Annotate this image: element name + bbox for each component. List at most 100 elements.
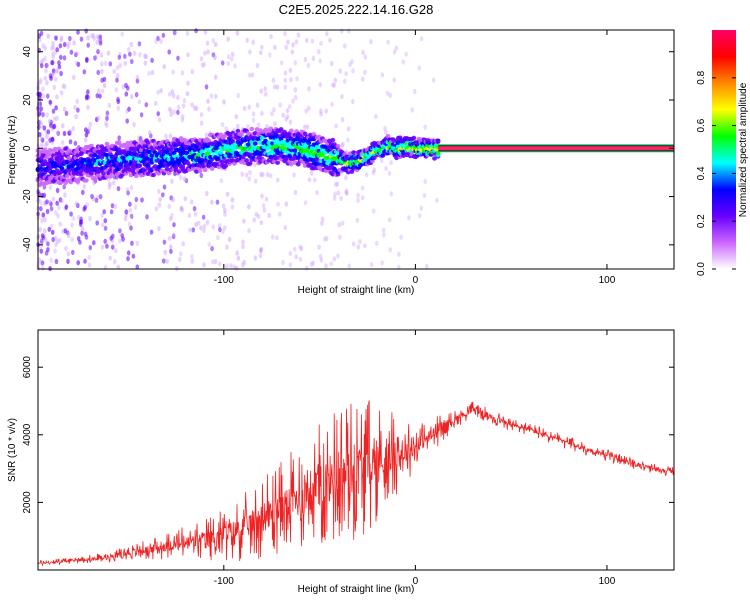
spectrogram-noise-cell — [312, 177, 317, 183]
spectrogram-noise-cell — [173, 29, 178, 36]
spectrogram-noise-cell — [135, 240, 140, 246]
spectrogram-noise-cell — [226, 36, 230, 42]
spectrogram-noise-cell — [44, 62, 49, 69]
spectrogram-noise-cell — [40, 265, 45, 271]
spectrogram-noise-cell — [320, 220, 324, 226]
spectrogram-ridge-cell — [395, 144, 401, 149]
y-tick-label: 40 — [22, 46, 33, 58]
y-tick-label: -40 — [22, 237, 33, 252]
spectrogram-noise-cell — [307, 86, 311, 92]
spectrogram-noise-cell — [42, 125, 47, 131]
spectrogram-noise-cell — [341, 141, 345, 147]
spectrogram-noise-cell — [181, 103, 186, 109]
spectrogram-noise-cell — [103, 60, 108, 66]
spectrogram-noise-cell — [346, 126, 351, 132]
spectrogram-noise-cell — [340, 142, 345, 149]
spectrogram-noise-cell — [140, 197, 144, 203]
spectrogram-noise-cell — [338, 234, 342, 240]
spectrogram-noise-cell — [51, 51, 55, 57]
spectrogram-noise-cell — [109, 209, 114, 215]
spectrogram-ridge-cell — [166, 170, 172, 176]
spectrogram-noise-cell — [202, 61, 207, 67]
spectrogram-noise-cell — [319, 257, 324, 263]
spectrogram-noise-cell — [39, 243, 43, 249]
spectrogram-noise-cell — [156, 89, 160, 95]
spectrogram-noise-cell — [226, 54, 231, 60]
spectrogram-noise-cell — [187, 212, 192, 218]
spectrogram-noise-cell — [273, 44, 277, 51]
spectrogram-ridge-cell — [77, 176, 82, 182]
spectrogram-noise-cell — [217, 261, 222, 267]
spectrogram-noise-cell — [425, 263, 429, 269]
spectrogram-noise-cell — [107, 184, 112, 190]
spectrogram-noise-cell — [419, 36, 424, 42]
spectrogram-noise-cell — [273, 121, 277, 127]
spectrogram-noise-cell — [360, 76, 365, 82]
spectrogram-noise-cell — [50, 45, 54, 51]
spectrogram-noise-cell — [172, 29, 177, 36]
spectrogram-noise-cell — [157, 188, 161, 194]
spectrogram-noise-cell — [59, 198, 64, 204]
snr-x-ticks: -100 0 100 — [214, 330, 616, 587]
spectrogram-noise-cell — [397, 251, 401, 257]
spectrogram-noise-cell — [41, 235, 46, 241]
x-tick-label: -100 — [214, 576, 234, 587]
spectrogram-noise-cell — [129, 94, 134, 100]
spectrogram-noise-cell — [128, 207, 133, 213]
spectrogram-noise-cell — [230, 197, 235, 203]
spectrogram-noise-cell — [51, 196, 56, 202]
spectrogram-noise-cell — [236, 92, 240, 98]
spectrogram-noise-cell — [338, 68, 343, 74]
spectrogram-noise-cell — [330, 61, 334, 67]
spectrogram-noise-cell — [361, 49, 366, 56]
spectrogram-noise-cell — [53, 248, 57, 254]
spectrogram-noise-cell — [100, 77, 104, 83]
spectrogram-noise-cell — [143, 53, 147, 59]
spectrogram-noise-cell — [39, 106, 43, 112]
spectrogram-noise-cell — [137, 99, 142, 105]
spectrogram-noise-cell — [342, 78, 347, 84]
spectrogram-noise-cell — [247, 176, 251, 182]
spectrogram-noise-cell — [116, 96, 120, 102]
spectrogram-noise-cell — [213, 41, 218, 48]
spectrogram-ridge-cell — [273, 155, 279, 160]
spectrogram-noise-cell — [332, 82, 337, 88]
spectrogram-noise-cell — [38, 119, 42, 125]
spectrogram-noise-cell — [76, 107, 80, 113]
spectrogram-noise-cell — [246, 124, 250, 130]
spectrogram-ridge-cell — [249, 151, 255, 157]
spectrogram-noise-cell — [205, 190, 209, 197]
spectrogram-noise-cell — [114, 248, 118, 254]
spectrogram-noise-cell — [68, 139, 73, 145]
spectrogram-ridge-cell — [230, 139, 236, 144]
spectrogram-noise-cell — [248, 170, 252, 176]
spectrogram-noise-cell — [202, 262, 206, 268]
spectrogram-noise-cell — [269, 173, 273, 179]
spectrogram-noise-cell — [49, 223, 54, 229]
spectrogram-noise-cell — [126, 256, 130, 262]
spectrogram-noise-cell — [303, 200, 308, 206]
spectrogram-noise-cell — [348, 61, 352, 68]
spectrogram-noise-cell — [360, 195, 365, 201]
spectrogram-noise-cell — [260, 44, 264, 50]
spectrogram-noise-cell — [104, 120, 108, 127]
spectrogram-noise-cell — [261, 203, 266, 209]
spectrogram-noise-cell — [388, 92, 393, 98]
spectrogram-noise-cell — [204, 84, 209, 90]
spectrogram-noise-cell — [55, 94, 59, 100]
spectrogram-noise-cell — [51, 236, 55, 243]
spectrogram-noise-cell — [207, 106, 211, 112]
y-tick-label: 2000 — [22, 491, 33, 514]
spectrogram-noise-cell — [259, 248, 263, 254]
spectrogram-noise-cell — [219, 178, 224, 184]
spectrogram-noise-cell — [259, 246, 264, 252]
spectrogram-noise-cell — [283, 84, 288, 90]
spectrogram-noise-cell — [59, 37, 64, 43]
spectrogram-noise-cell — [72, 40, 76, 46]
spectrogram-ridge-cell — [223, 163, 229, 168]
spectrogram-noise-cell — [43, 55, 47, 62]
spectrogram-noise-cell — [380, 157, 384, 164]
spectrogram-noise-cell — [194, 28, 198, 34]
spectrogram-noise-cell — [58, 197, 63, 203]
spectrogram-noise-cell — [222, 99, 226, 105]
